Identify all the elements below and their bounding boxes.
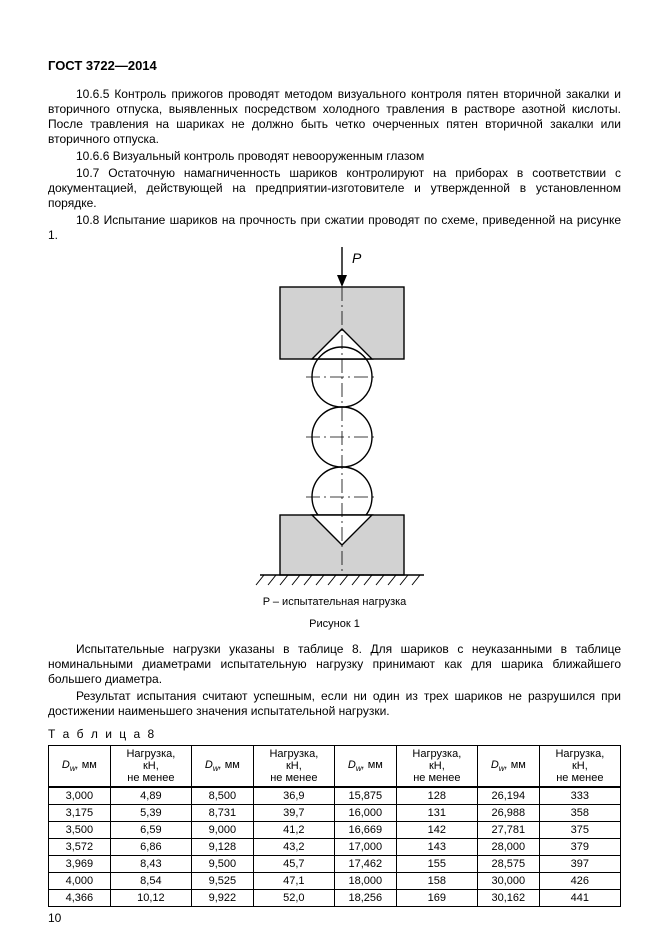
table-cell: 131	[396, 805, 477, 822]
table-cell: 30,162	[477, 890, 539, 907]
table-cell: 8,54	[110, 873, 191, 890]
table-cell: 27,781	[477, 822, 539, 839]
table-cell: 6,59	[110, 822, 191, 839]
col-load-3: Нагрузка,кН,не менее	[396, 746, 477, 788]
table-row: 3,1755,398,73139,716,00013126,988358	[49, 805, 621, 822]
table-cell: 128	[396, 787, 477, 805]
table-cell: 169	[396, 890, 477, 907]
para-10-8: 10.8 Испытание шариков на прочность при …	[48, 213, 621, 243]
load-label: P	[352, 250, 362, 266]
col-dw-1: Dw, мм	[49, 746, 111, 788]
doc-header: ГОСТ 3722—2014	[48, 58, 621, 73]
table-cell: 3,175	[49, 805, 111, 822]
table-cell: 18,256	[334, 890, 396, 907]
para-10-7: 10.7 Остаточную намагниченность шариков …	[48, 166, 621, 211]
table-cell: 375	[539, 822, 620, 839]
table-row: 3,0004,898,50036,915,87512826,194333	[49, 787, 621, 805]
table-cell: 16,669	[334, 822, 396, 839]
table-cell: 30,000	[477, 873, 539, 890]
table-cell: 18,000	[334, 873, 396, 890]
table-cell: 28,000	[477, 839, 539, 856]
table-cell: 28,575	[477, 856, 539, 873]
table-label: Т а б л и ц а 8	[48, 727, 621, 741]
table-cell: 9,525	[191, 873, 253, 890]
table-cell: 43,2	[253, 839, 334, 856]
table-cell: 8,43	[110, 856, 191, 873]
table-row: 3,9698,439,50045,717,46215528,575397	[49, 856, 621, 873]
table-cell: 143	[396, 839, 477, 856]
table-cell: 5,39	[110, 805, 191, 822]
table-cell: 17,462	[334, 856, 396, 873]
table-cell: 45,7	[253, 856, 334, 873]
table-cell: 3,969	[49, 856, 111, 873]
page-number: 10	[48, 911, 61, 925]
para-10-6-5: 10.6.5 Контроль прижогов проводят методо…	[48, 87, 621, 147]
para-result: Результат испытания считают успешным, ес…	[48, 689, 621, 719]
table-cell: 4,89	[110, 787, 191, 805]
table-cell: 26,988	[477, 805, 539, 822]
col-load-1: Нагрузка,кН,не менее	[110, 746, 191, 788]
table-row: 4,36610,129,92252,018,25616930,162441	[49, 890, 621, 907]
table-cell: 379	[539, 839, 620, 856]
table-cell: 3,000	[49, 787, 111, 805]
table-cell: 4,000	[49, 873, 111, 890]
figure-1: P	[48, 247, 621, 630]
table-cell: 17,000	[334, 839, 396, 856]
col-dw-4: Dw, мм	[477, 746, 539, 788]
table-8: Dw, мм Нагрузка,кН,не менее Dw, мм Нагру…	[48, 745, 621, 907]
table-cell: 15,875	[334, 787, 396, 805]
col-load-4: Нагрузка,кН,не менее	[539, 746, 620, 788]
table-cell: 47,1	[253, 873, 334, 890]
col-dw-3: Dw, мм	[334, 746, 396, 788]
table-cell: 142	[396, 822, 477, 839]
figure-caption-title: Рисунок 1	[48, 618, 621, 630]
table-cell: 158	[396, 873, 477, 890]
table-cell: 9,922	[191, 890, 253, 907]
para-10-6-6: 10.6.6 Визуальный контроль проводят нево…	[48, 149, 621, 164]
table-cell: 52,0	[253, 890, 334, 907]
table-cell: 9,000	[191, 822, 253, 839]
table-cell: 16,000	[334, 805, 396, 822]
table-cell: 333	[539, 787, 620, 805]
table-cell: 155	[396, 856, 477, 873]
table-cell: 36,9	[253, 787, 334, 805]
table-row: 3,5726,869,12843,217,00014328,000379	[49, 839, 621, 856]
table-cell: 26,194	[477, 787, 539, 805]
table-cell: 10,12	[110, 890, 191, 907]
col-load-2: Нагрузка,кН,не менее	[253, 746, 334, 788]
table-cell: 4,366	[49, 890, 111, 907]
table-cell: 8,731	[191, 805, 253, 822]
table-cell: 3,572	[49, 839, 111, 856]
table-cell: 3,500	[49, 822, 111, 839]
table-row: 4,0008,549,52547,118,00015830,000426	[49, 873, 621, 890]
table-cell: 6,86	[110, 839, 191, 856]
table-cell: 426	[539, 873, 620, 890]
para-loads: Испытательные нагрузки указаны в таблице…	[48, 642, 621, 687]
table-cell: 9,500	[191, 856, 253, 873]
table-cell: 441	[539, 890, 620, 907]
table-cell: 39,7	[253, 805, 334, 822]
table-cell: 9,128	[191, 839, 253, 856]
table-cell: 358	[539, 805, 620, 822]
figure-caption-small: P – испытательная нагрузка	[48, 596, 621, 608]
col-dw-2: Dw, мм	[191, 746, 253, 788]
table-cell: 8,500	[191, 787, 253, 805]
table-cell: 41,2	[253, 822, 334, 839]
table-row: 3,5006,599,00041,216,66914227,781375	[49, 822, 621, 839]
table-cell: 397	[539, 856, 620, 873]
